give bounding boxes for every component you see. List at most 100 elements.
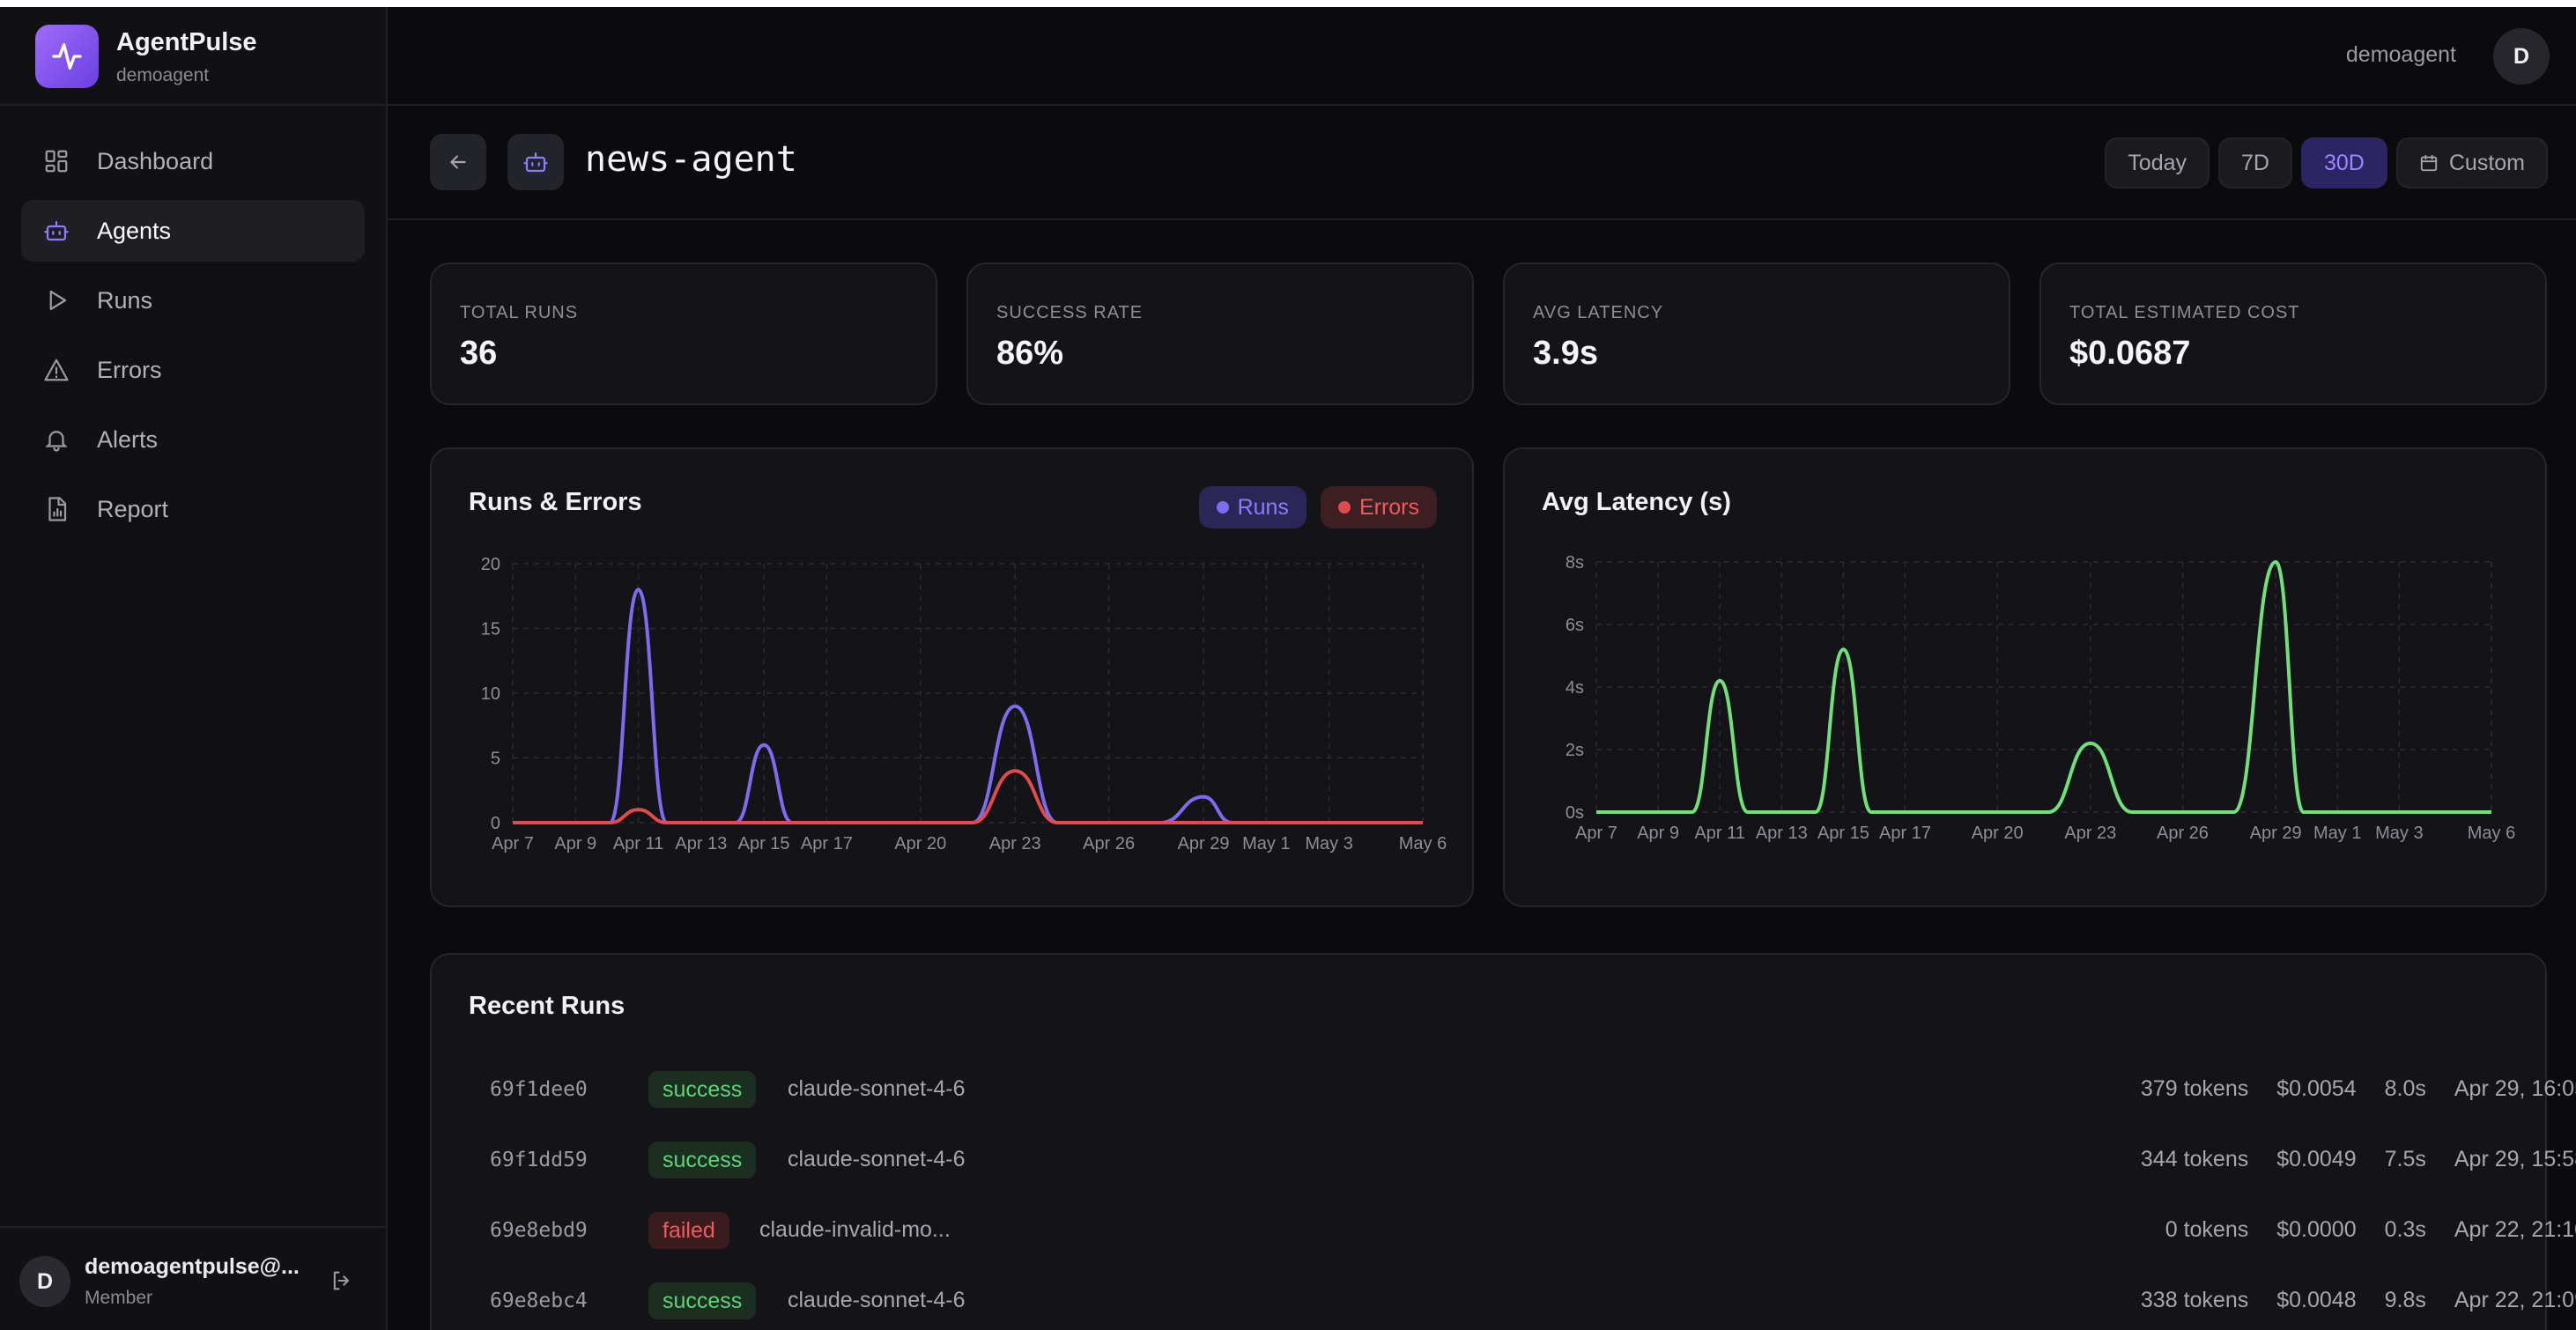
sidebar-item-dashboard[interactable]: Dashboard	[21, 130, 365, 192]
y-tick-label: 2s	[1566, 741, 1584, 760]
run-duration: 0.3s	[2384, 1217, 2426, 1242]
legend-label: Errors	[1358, 494, 1419, 520]
range-30d-button[interactable]: 30D	[2300, 137, 2387, 188]
sidebar-item-runs[interactable]: Runs	[21, 270, 365, 331]
window-top-strip	[0, 0, 2576, 7]
run-id: 69e8ebd9	[490, 1219, 588, 1242]
stat-value: $0.0687	[2069, 335, 2191, 372]
x-tick-label: Apr 26	[1083, 834, 1135, 853]
legend-dot	[1216, 501, 1229, 514]
run-duration: 9.8s	[2384, 1288, 2426, 1312]
run-id: 69e8ebc4	[490, 1289, 588, 1312]
calendar-icon	[2419, 153, 2439, 173]
series-line-latency	[1596, 560, 2491, 814]
legend-label: Runs	[1237, 494, 1289, 520]
dashboard-icon	[42, 147, 70, 175]
range-today-button[interactable]: Today	[2105, 137, 2210, 188]
y-tick-label: 6s	[1566, 616, 1584, 635]
x-tick-label: Apr 7	[1575, 824, 1617, 843]
user-role: Member	[85, 1288, 153, 1308]
warning-icon	[42, 356, 70, 384]
table-row[interactable]: 69e8ebd9 failed claude-invalid-mo... 0 toke…	[469, 1205, 2576, 1258]
series-line-runs	[513, 587, 1423, 824]
bot-icon	[507, 134, 564, 190]
sidebar: AgentPulse demoagent Dashboard Agents Ru…	[0, 7, 388, 1330]
stat-card-total-runs: TOTAL RUNS 36	[430, 262, 937, 405]
x-tick-label: Apr 11	[613, 834, 663, 853]
pulse-logo-icon	[35, 25, 99, 88]
run-cost: $0.0054	[2276, 1076, 2357, 1101]
legend-dot	[1337, 501, 1351, 514]
chart-title: Avg Latency (s)	[1542, 488, 1731, 516]
x-tick-label: Apr 29	[2250, 824, 2302, 843]
brand: AgentPulse demoagent	[0, 7, 386, 106]
bell-icon	[42, 425, 70, 454]
x-tick-label: Apr 13	[675, 834, 727, 853]
run-model: claude-sonnet-4-6	[788, 1076, 966, 1101]
sidebar-item-label: Runs	[97, 286, 153, 314]
table-row[interactable]: 69e8ebc4 success claude-sonnet-4-6 338 toke…	[469, 1275, 2576, 1328]
run-tokens: 379 tokens	[2140, 1076, 2249, 1101]
sidebar-item-agents[interactable]: Agents	[21, 200, 365, 262]
run-timestamp: Apr 29, 15:58	[2454, 1147, 2576, 1171]
arrow-left-icon	[450, 155, 466, 169]
latency-chart: 0s 2s 4s 6s 8s Apr 7 Apr 9 Apr 11 Apr 13 Apr 15 Ap…	[1566, 553, 2515, 843]
run-tokens: 344 tokens	[2140, 1147, 2249, 1171]
agent-toolbar: news-agent Today 7D 30D Custom	[388, 106, 2576, 220]
back-button[interactable]	[430, 134, 486, 190]
sidebar-item-label: Errors	[97, 356, 162, 383]
table-row[interactable]: 69f1dd59 success claude-sonnet-4-6 344 toke…	[469, 1134, 2576, 1187]
run-cost: $0.0049	[2276, 1147, 2357, 1171]
x-tick-label: Apr 23	[989, 834, 1041, 853]
sidebar-item-alerts[interactable]: Alerts	[21, 409, 365, 470]
run-model: claude-sonnet-4-6	[788, 1147, 966, 1171]
run-model: claude-invalid-mo...	[759, 1217, 951, 1242]
legend-errors-toggle[interactable]: Errors	[1320, 486, 1437, 528]
sidebar-item-label: Alerts	[97, 425, 159, 453]
workspace-name: demoagent	[116, 65, 210, 85]
stat-card-total-cost: TOTAL ESTIMATED COST $0.0687	[2039, 262, 2547, 405]
range-7d-button[interactable]: 7D	[2218, 137, 2292, 188]
avatar[interactable]: D	[2493, 28, 2550, 85]
run-duration: 8.0s	[2384, 1076, 2426, 1101]
range-custom-label: Custom	[2448, 150, 2525, 175]
sidebar-item-report[interactable]: Report	[21, 478, 365, 540]
run-meta: 344 tokens $0.0049 7.5s Apr 29, 15:58	[2113, 1147, 2576, 1172]
y-tick-label: 8s	[1566, 553, 1584, 573]
user-menu[interactable]: D demoagentpulse@... Member	[0, 1226, 386, 1330]
play-icon	[42, 286, 70, 314]
run-meta: 0 tokens $0.0000 0.3s Apr 22, 21:10	[2137, 1217, 2576, 1243]
status-badge: success	[648, 1142, 757, 1179]
y-tick-label: 20	[481, 555, 500, 574]
stat-label: TOTAL ESTIMATED COST	[2069, 303, 2300, 322]
y-tick-label: 0s	[1566, 803, 1584, 823]
stat-label: SUCCESS RATE	[996, 303, 1144, 322]
legend-runs-toggle[interactable]: Runs	[1198, 486, 1307, 528]
table-row[interactable]: 69f1dee0 success claude-sonnet-4-6 379 toke…	[469, 1064, 2576, 1117]
runs-errors-panel: Runs & Errors Runs Errors 0 5 10 15 20 Apr 7 A…	[430, 447, 1474, 907]
sidebar-item-label: Dashboard	[97, 147, 214, 174]
bot-icon	[42, 217, 70, 245]
run-model: claude-sonnet-4-6	[788, 1288, 966, 1312]
report-icon	[42, 495, 70, 523]
x-tick-label: Apr 23	[2064, 824, 2116, 843]
x-tick-label: Apr 9	[1637, 824, 1679, 843]
y-tick-label: 0	[491, 814, 500, 833]
range-custom-button[interactable]: Custom	[2395, 137, 2548, 188]
x-tick-label: Apr 20	[1972, 824, 2024, 843]
run-cost: $0.0000	[2276, 1217, 2357, 1242]
run-id: 69f1dd59	[490, 1149, 588, 1171]
x-tick-label: Apr 7	[492, 834, 534, 853]
x-tick-label: May 3	[1305, 834, 1352, 853]
stat-card-success-rate: SUCCESS RATE 86%	[966, 262, 1474, 405]
app-name: AgentPulse	[116, 28, 257, 56]
stat-label: TOTAL RUNS	[460, 303, 579, 322]
x-tick-label: May 1	[1242, 834, 1290, 853]
x-tick-label: Apr 15	[738, 834, 790, 853]
sidebar-item-errors[interactable]: Errors	[21, 339, 365, 401]
run-cost: $0.0048	[2276, 1288, 2357, 1312]
logout-icon[interactable]	[326, 1265, 358, 1297]
run-duration: 7.5s	[2384, 1147, 2426, 1171]
y-tick-label: 5	[491, 750, 500, 769]
sidebar-nav: Dashboard Agents Runs Errors Alerts	[21, 130, 365, 548]
